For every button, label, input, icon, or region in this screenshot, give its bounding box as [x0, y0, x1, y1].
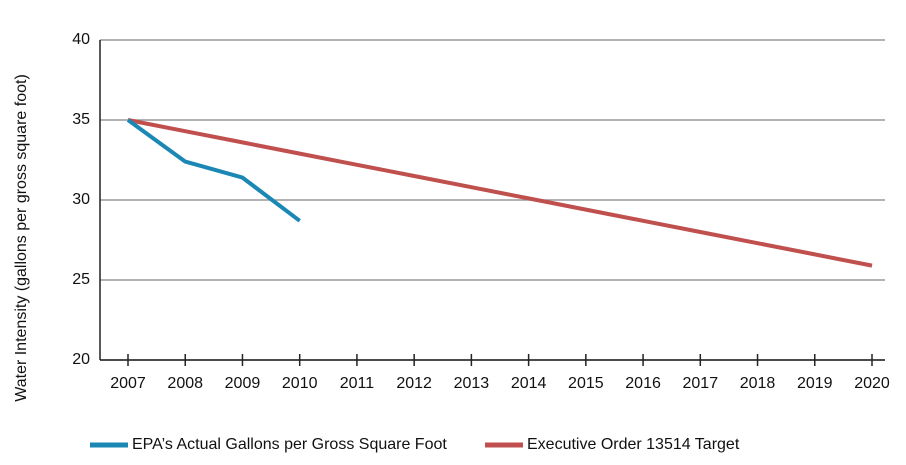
series-line: [126, 118, 301, 223]
x-tick-label: 2016: [625, 375, 661, 392]
x-tick-label: 2019: [797, 375, 833, 392]
x-tick-label: 2020: [854, 375, 890, 392]
x-tick-label: 2010: [282, 375, 318, 392]
y-axis-label: Water Intensity (gallons per gross squar…: [13, 74, 30, 402]
x-tick-label: 2013: [454, 375, 490, 392]
x-tick-label: 2012: [396, 375, 432, 392]
x-tick-label: 2017: [683, 375, 719, 392]
y-tick-label: 25: [72, 271, 90, 288]
x-tick-label: 2014: [511, 375, 547, 392]
x-tick-label: 2007: [110, 375, 146, 392]
y-tick-label: 30: [72, 191, 90, 208]
y-tick-label: 40: [72, 31, 90, 48]
x-tick-label: 2011: [340, 375, 375, 392]
legend-label: EPA’s Actual Gallons per Gross Square Fo…: [132, 436, 447, 453]
series-line: [127, 118, 873, 268]
y-tick-label: 35: [72, 111, 90, 128]
legend-label: Executive Order 13514 Target: [527, 436, 740, 453]
x-tick-label: 2009: [225, 375, 261, 392]
y-tick-label: 20: [72, 351, 90, 368]
x-tick-label: 2015: [568, 375, 604, 392]
x-tick-label: 2008: [167, 375, 203, 392]
x-tick-label: 2018: [740, 375, 776, 392]
